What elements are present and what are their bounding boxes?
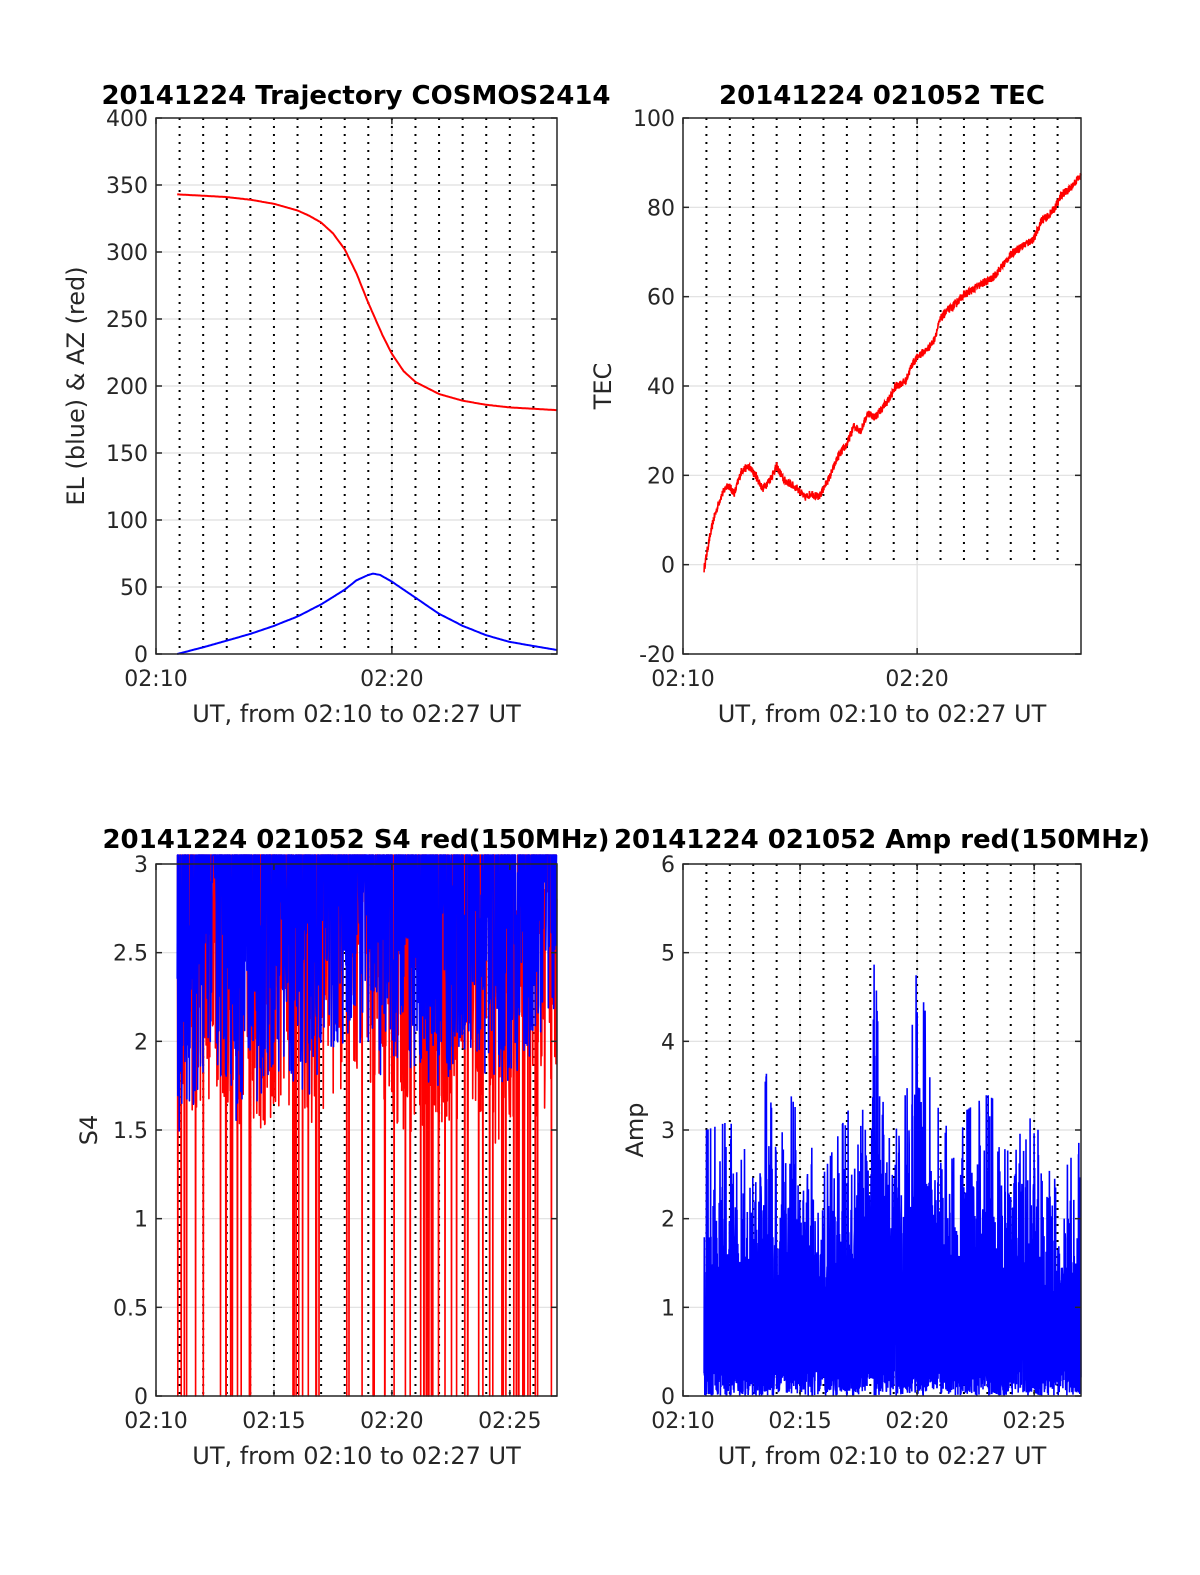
s4-panel: 0 0.5 1 1.5 2 2.5 3 02:10 02:15 02:20 02… (75, 825, 610, 1470)
tec-x-tick-labels: 02:10 02:20 (651, 667, 949, 692)
x-tick-label: 02:15 (242, 1409, 305, 1434)
trajectory-x-tick-labels: 02:10 02:20 (124, 667, 423, 692)
tec-panel: -20 0 20 40 60 80 100 02:10 02:20 201412… (589, 81, 1082, 728)
y-tick-label: 2 (661, 1208, 675, 1233)
x-tick-label: 02:25 (1002, 1409, 1065, 1434)
trajectory-dotted-markers (178, 118, 535, 654)
x-axis-label: UT, from 02:10 to 02:27 UT (718, 1442, 1047, 1470)
y-tick-label: 3 (134, 853, 148, 878)
tec-y-tick-labels: -20 0 20 40 60 80 100 (633, 107, 675, 668)
y-tick-label: 0 (661, 554, 675, 579)
chart-title: 20141224 021052 TEC (719, 81, 1045, 111)
y-tick-label: 60 (647, 286, 675, 311)
x-axis-label: UT, from 02:10 to 02:27 UT (192, 700, 521, 728)
y-tick-label: 250 (106, 308, 148, 333)
x-tick-label: 02:10 (651, 1409, 714, 1434)
x-axis-label: UT, from 02:10 to 02:27 UT (192, 1442, 521, 1470)
y-tick-label: 0 (134, 643, 148, 668)
y-tick-label: -20 (639, 643, 675, 668)
x-tick-label: 02:20 (885, 1409, 948, 1434)
trajectory-series (176, 193, 558, 655)
y-tick-label: 0 (134, 1385, 148, 1410)
y-tick-label: 50 (120, 576, 148, 601)
s4-y-tick-labels: 0 0.5 1 1.5 2 2.5 3 (113, 853, 148, 1410)
y-tick-label: 100 (633, 107, 675, 132)
amplitude-line (703, 964, 1082, 1397)
y-tick-label: 400 (106, 107, 148, 132)
y-tick-label: 150 (106, 442, 148, 467)
y-tick-label: 1 (661, 1296, 675, 1321)
y-axis-label: EL (blue) & AZ (red) (62, 266, 90, 505)
x-tick-label: 02:10 (124, 667, 187, 692)
trajectory-y-tick-labels: 0 50 100 150 200 250 300 350 400 (106, 107, 148, 668)
y-tick-label: 1.5 (113, 1119, 148, 1144)
x-tick-label: 02:20 (885, 667, 948, 692)
y-tick-label: 350 (106, 174, 148, 199)
elevation-line (176, 572, 558, 655)
y-tick-label: 40 (647, 375, 675, 400)
x-tick-label: 02:25 (478, 1409, 541, 1434)
y-tick-label: 100 (106, 509, 148, 534)
x-tick-label: 02:20 (360, 667, 423, 692)
y-tick-label: 2.5 (113, 942, 148, 967)
trajectory-panel: 0 50 100 150 200 250 300 350 400 02:10 0… (62, 81, 611, 728)
amp-y-tick-labels: 0 1 2 3 4 5 6 (661, 853, 675, 1410)
y-tick-label: 4 (661, 1030, 675, 1055)
azimuth-line (177, 193, 557, 412)
y-tick-label: 200 (106, 375, 148, 400)
y-tick-label: 20 (647, 464, 675, 489)
y-axis-label: Amp (621, 1102, 649, 1157)
amp-series (703, 964, 1082, 1397)
amp-x-tick-labels: 02:10 02:15 02:20 02:25 (651, 1409, 1066, 1434)
chart-title: 20141224 021052 Amp red(150MHz) (614, 825, 1150, 855)
amp-panel: 0 1 2 3 4 5 6 02:10 02:15 02:20 02:25 20… (614, 825, 1150, 1470)
x-tick-label: 02:10 (651, 667, 714, 692)
y-tick-label: 300 (106, 241, 148, 266)
tec-series (703, 172, 1082, 573)
x-tick-label: 02:20 (360, 1409, 423, 1434)
x-tick-label: 02:15 (768, 1409, 831, 1434)
tec-line (703, 172, 1082, 573)
y-tick-label: 5 (661, 942, 675, 967)
y-axis-label: S4 (75, 1115, 103, 1146)
y-tick-label: 3 (661, 1119, 675, 1144)
y-tick-label: 80 (647, 196, 675, 221)
y-tick-label: 0 (661, 1385, 675, 1410)
y-axis-label: TEC (589, 363, 617, 411)
x-tick-label: 02:10 (124, 1409, 187, 1434)
y-tick-label: 0.5 (113, 1296, 148, 1321)
y-tick-label: 6 (661, 853, 675, 878)
x-axis-label: UT, from 02:10 to 02:27 UT (718, 700, 1047, 728)
y-tick-label: 1 (134, 1208, 148, 1233)
chart-title: 20141224 021052 S4 red(150MHz) (102, 825, 609, 855)
chart-title: 20141224 Trajectory COSMOS2414 (101, 81, 610, 111)
s4-x-tick-labels: 02:10 02:15 02:20 02:25 (124, 1409, 541, 1434)
y-tick-label: 2 (134, 1030, 148, 1055)
